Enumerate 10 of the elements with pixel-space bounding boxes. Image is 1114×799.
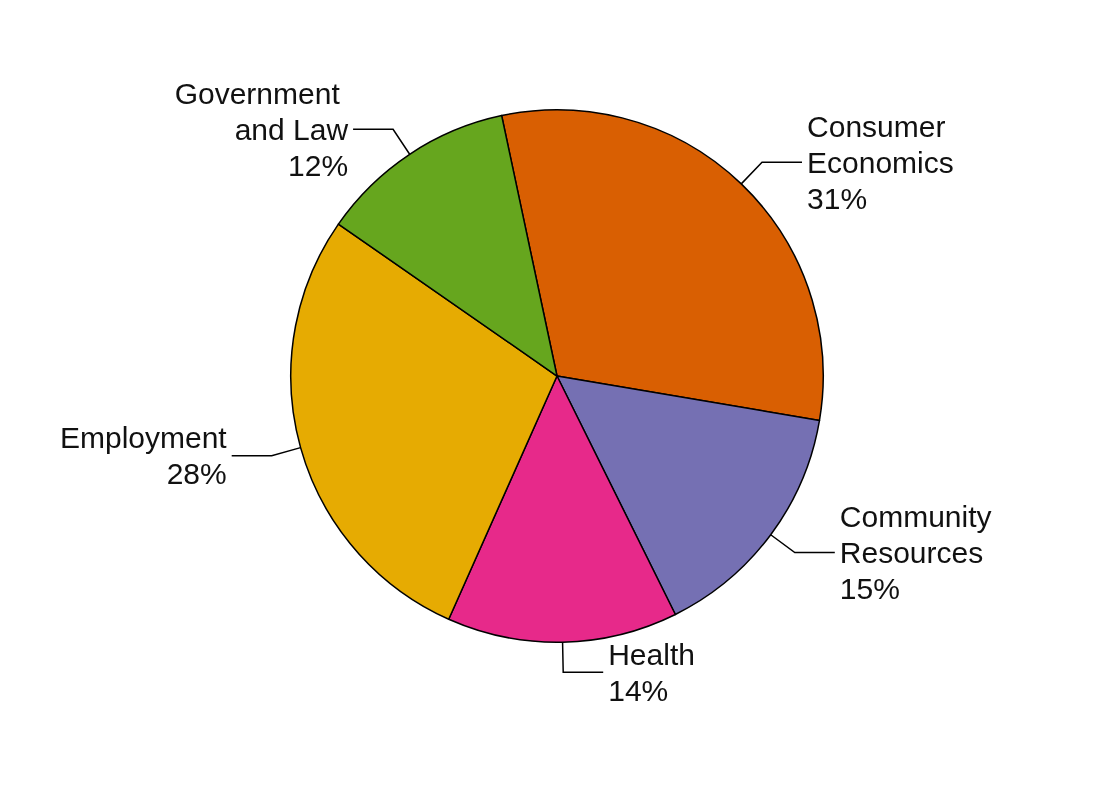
- slice-label: Community Resources: [839, 500, 1000, 570]
- data-label: 12%: [288, 148, 349, 182]
- data-label: 14%: [608, 673, 669, 707]
- slice-label: Consumer Economics: [807, 109, 954, 179]
- slice-label: Employment: [59, 421, 228, 455]
- data-label: 28%: [166, 457, 227, 491]
- slice-label: Health: [608, 637, 695, 671]
- slice-label: Government and Law: [174, 76, 349, 146]
- data-label: 31%: [807, 181, 868, 215]
- data-label: 15%: [839, 572, 900, 606]
